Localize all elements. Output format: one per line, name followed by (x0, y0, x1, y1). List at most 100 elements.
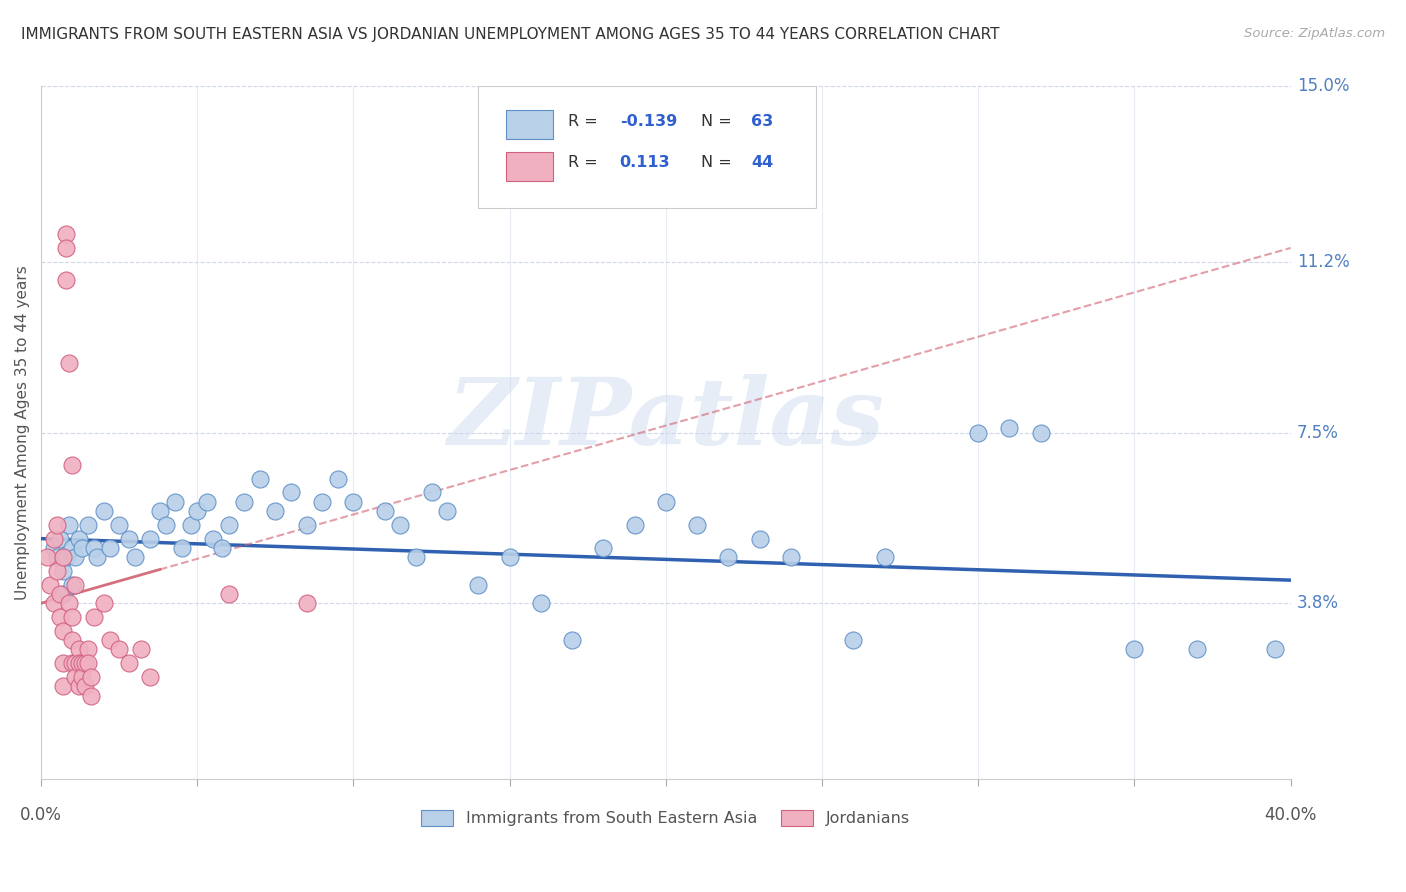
Point (530, 596, 553, 610)
Point (55, 550, 77, 565)
Point (211, 541, 233, 555)
Text: N =: N = (700, 113, 737, 128)
Point (108, 517, 131, 532)
Point (70, 541, 93, 555)
Point (98, 541, 121, 555)
Point (83, 610, 105, 624)
Point (117, 532, 139, 546)
Point (98, 633, 121, 648)
Point (67, 657, 90, 671)
Legend: Immigrants from South Eastern Asia, Jordanians: Immigrants from South Eastern Asia, Jord… (415, 804, 917, 833)
Point (73, 679, 96, 693)
Point (186, 504, 208, 518)
Point (70, 670, 93, 684)
Point (55, 241, 77, 255)
Point (77, 517, 100, 532)
FancyBboxPatch shape (478, 87, 815, 208)
Point (195, 494, 218, 508)
Point (592, 541, 614, 555)
Point (311, 494, 333, 508)
Text: 11.2%: 11.2% (1296, 252, 1350, 271)
Point (60, 578, 83, 592)
Point (77, 642, 100, 657)
Text: 0.113: 0.113 (620, 155, 671, 170)
Point (967, 425, 990, 440)
Point (67, 642, 90, 657)
Point (129, 642, 152, 657)
Point (499, 550, 522, 565)
Point (55, 273, 77, 287)
Point (389, 517, 412, 532)
Text: 40.0%: 40.0% (1264, 806, 1317, 824)
Point (139, 532, 162, 546)
Point (80, 689, 103, 703)
Point (93, 504, 115, 518)
Point (60, 458, 83, 472)
Point (326, 472, 349, 486)
Point (65, 550, 87, 565)
Point (52, 564, 75, 578)
Point (1185, 642, 1208, 657)
Point (60, 633, 83, 648)
Text: 63: 63 (751, 113, 773, 128)
Point (108, 642, 131, 657)
Point (52, 679, 75, 693)
Point (65, 657, 87, 671)
Point (201, 532, 224, 546)
Point (49, 610, 72, 624)
Text: 7.5%: 7.5% (1296, 424, 1339, 442)
Point (561, 633, 583, 648)
Point (65, 670, 87, 684)
Text: Source: ZipAtlas.com: Source: ZipAtlas.com (1244, 27, 1385, 40)
Point (295, 517, 318, 532)
Point (165, 494, 187, 508)
FancyBboxPatch shape (506, 152, 554, 180)
Text: -0.139: -0.139 (620, 113, 676, 128)
Y-axis label: Unemployment Among Ages 35 to 44 years: Unemployment Among Ages 35 to 44 years (15, 265, 30, 600)
Point (39, 578, 62, 592)
Point (717, 550, 740, 565)
Point (52, 657, 75, 671)
Point (77, 657, 100, 671)
Text: ZIPatlas: ZIPatlas (447, 374, 884, 464)
Point (80, 670, 103, 684)
Point (420, 485, 443, 500)
Point (1264, 642, 1286, 657)
Text: R =: R = (568, 155, 609, 170)
Point (52, 587, 75, 601)
Point (55, 227, 77, 241)
Point (124, 550, 146, 565)
Point (70, 657, 93, 671)
Point (58, 596, 80, 610)
Point (52, 550, 75, 565)
Point (60, 541, 83, 555)
Point (67, 679, 90, 693)
Point (58, 356, 80, 370)
Point (117, 657, 139, 671)
FancyBboxPatch shape (506, 110, 554, 139)
Point (249, 472, 271, 486)
Point (65, 578, 87, 592)
Point (280, 485, 302, 500)
Point (67, 532, 90, 546)
Point (748, 532, 770, 546)
Point (37, 550, 59, 565)
Point (45, 550, 67, 565)
Point (83, 541, 105, 555)
Point (342, 494, 364, 508)
Point (218, 587, 240, 601)
Point (655, 494, 678, 508)
Point (49, 587, 72, 601)
Point (42, 541, 65, 555)
Point (149, 504, 172, 518)
Point (467, 578, 489, 592)
Point (155, 517, 177, 532)
Point (42, 532, 65, 546)
Point (405, 550, 427, 565)
Point (218, 517, 240, 532)
Point (139, 670, 162, 684)
Point (1029, 425, 1052, 440)
Text: N =: N = (700, 155, 737, 170)
Point (295, 596, 318, 610)
Text: 0.0%: 0.0% (20, 806, 62, 824)
